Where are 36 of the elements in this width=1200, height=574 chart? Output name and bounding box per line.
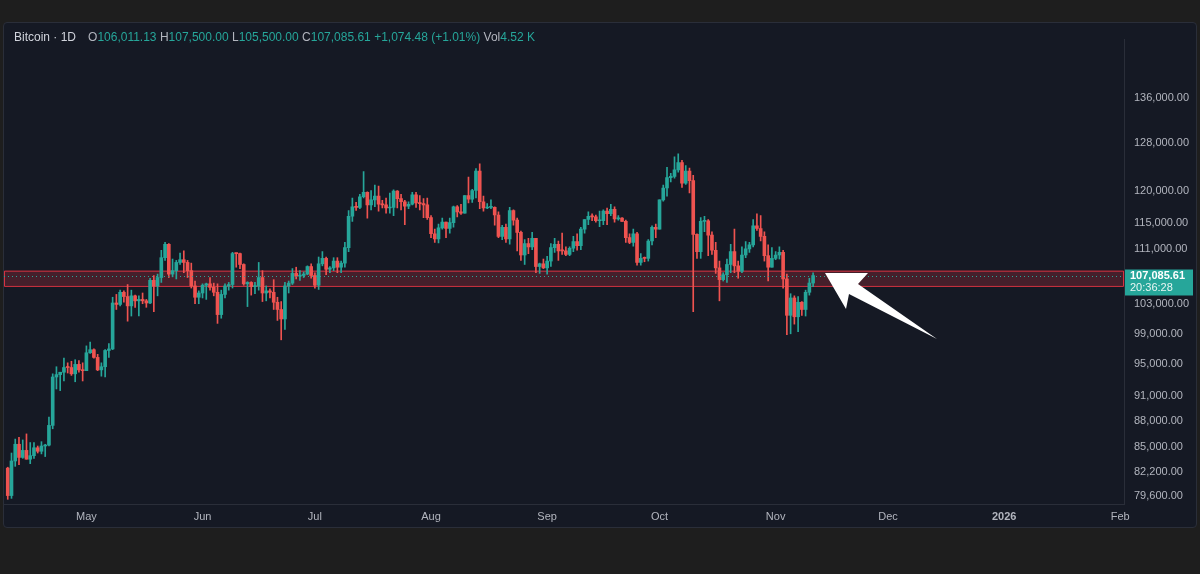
candlestick: [575, 233, 579, 251]
y-tick-label: 136,000.00: [1134, 91, 1190, 104]
x-tick-label: May: [76, 509, 98, 522]
text: 20:36:28: [1130, 280, 1173, 293]
x-tick-label: Sep: [537, 509, 557, 522]
candlestick: [204, 282, 209, 300]
chart-title: Bitcoin · 1D: [14, 30, 77, 44]
text: O106,011.13 H107,500.00 L105,500.00 C107,085.61 +1,074.48 (+1.01%) Vol4.52 K: [88, 30, 535, 44]
y-tick-label: 99,000.00: [1134, 326, 1183, 339]
ref-line-label: 107,085.61: [1130, 268, 1186, 281]
y-tick-label: 79,600.00: [1134, 488, 1183, 501]
y-tick-label: 111,000.00: [1134, 241, 1188, 254]
y-tick-label: 128,000.00: [1134, 136, 1190, 149]
candlestick: [354, 202, 358, 211]
x-tick-label: Dec: [878, 509, 899, 522]
y-tick-label: 120,000.00: [1134, 184, 1190, 197]
candlestick: [152, 275, 156, 312]
y-tick-label: 85,000.00: [1134, 439, 1183, 452]
y-tick-label: 95,000.00: [1134, 357, 1183, 370]
candlestick: [605, 207, 609, 225]
x-tick-label: Oct: [650, 509, 669, 522]
x-tick-label: Feb: [1110, 509, 1130, 522]
x-tick-label: Aug: [421, 509, 441, 522]
y-tick-label: 115,000.00: [1134, 215, 1189, 228]
x-tick-label: 2026: [991, 509, 1017, 522]
candlestick: [373, 184, 377, 208]
candlestick: [459, 203, 463, 215]
y-tick-label: 82,200.00: [1134, 464, 1183, 477]
x-tick-label: Jul: [307, 509, 322, 522]
y-tick-label: 103,000.00: [1134, 297, 1190, 310]
x-tick-label: Nov: [765, 509, 786, 522]
candlestick: [137, 295, 141, 317]
x-tick-label: Jun: [193, 509, 212, 522]
y-tick-label: 88,000.00: [1134, 414, 1183, 427]
candlestick: [489, 199, 493, 209]
y-tick-label: 91,000.00: [1134, 389, 1183, 402]
